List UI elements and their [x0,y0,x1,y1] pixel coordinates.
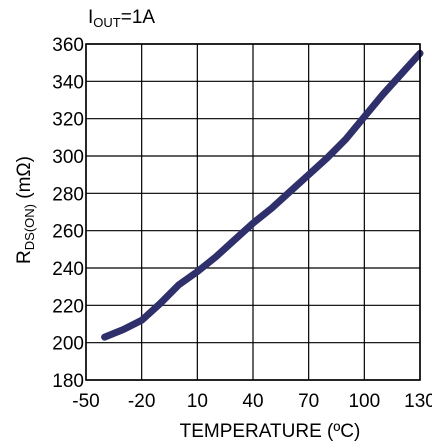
y-tick-label: 300 [52,147,84,168]
annotation-value: =1A [121,7,156,28]
y-tick-label: 260 [52,222,84,243]
y-tick-label: 200 [52,334,84,355]
y-tick-label: 240 [52,259,84,280]
y-tick-label: 320 [52,110,84,131]
series-line [105,53,420,337]
y-tick-label: 360 [52,35,84,56]
x-tick-label: -20 [128,391,155,412]
ylabel-symbol: R [14,250,35,264]
x-tick-label: 100 [348,391,380,412]
x-tick-label: 40 [242,391,263,412]
y-tick-label: 180 [52,371,84,392]
x-tick-label: -50 [72,391,99,412]
x-tick-label: 10 [187,391,208,412]
condition-annotation: IOUT=1A [88,7,155,30]
x-tick-label: 130 [404,391,432,412]
x-axis-title: TEMPERATURE (ºC) [180,421,361,442]
y-tick-label: 340 [52,72,84,93]
ylabel-unit: (mΩ) [14,156,35,204]
x-tick-label: 70 [298,391,319,412]
x-tick-labels: -50 -20 10 40 70 100 130 [72,391,432,412]
series-layer [105,53,420,337]
grid [86,44,420,380]
y-tick-label: 280 [52,184,84,205]
y-tick-labels: 180 200 220 240 260 280 300 320 340 360 [52,35,84,392]
y-tick-label: 220 [52,296,84,317]
annotation-subscript: OUT [93,15,121,30]
y-axis-title: RDS(ON) (mΩ) [14,156,37,264]
ylabel-subscript: DS(ON) [22,204,37,250]
